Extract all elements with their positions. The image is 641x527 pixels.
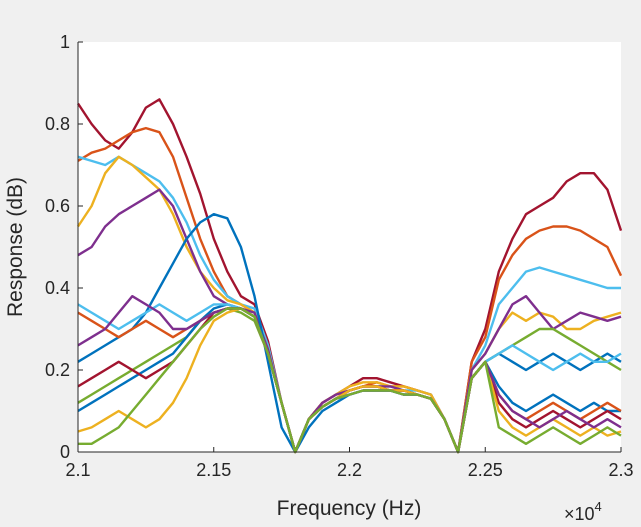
y-tick-label: 0.4 <box>45 278 70 298</box>
series-line-4 <box>77 155 622 454</box>
series-line-12 <box>77 307 622 454</box>
plot-area <box>78 42 621 452</box>
y-axis-label: Response (dB) <box>4 177 27 317</box>
x-tick-label: 2.25 <box>468 460 503 480</box>
x-tick-label: 2.2 <box>337 460 362 480</box>
x-exponent-power: 4 <box>595 499 602 514</box>
x-exponent-label: ×104 <box>564 499 602 524</box>
y-tick-label: 0.6 <box>45 196 70 216</box>
x-tick-label: 2.3 <box>608 460 633 480</box>
y-tick-label: 0.8 <box>45 114 70 134</box>
y-tick-label: 0 <box>60 442 70 462</box>
y-tick-label: 0.2 <box>45 360 70 380</box>
x-exponent-base: ×10 <box>564 504 595 524</box>
series-line-14 <box>78 307 622 454</box>
x-tick-label: 2.1 <box>65 460 90 480</box>
x-tick-label: 2.15 <box>196 460 231 480</box>
series-layer <box>77 98 623 454</box>
tick-layer: 2.1 2.15 2.2 2.25 2.3 0 0.2 0.4 0.6 0.8 1 <box>45 32 634 480</box>
y-tick-label: 1 <box>60 32 70 52</box>
x-axis-label: Frequency (Hz) <box>277 497 422 520</box>
